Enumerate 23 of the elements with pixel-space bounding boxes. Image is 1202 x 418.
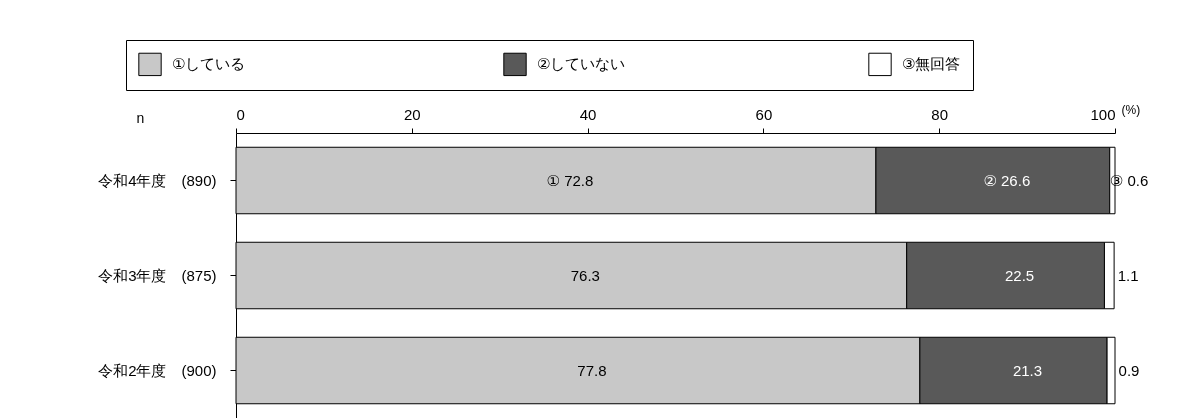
y-tick-label: 令和3年度 (875)	[98, 266, 217, 284]
y-tick-label: 令和4年度 (890)	[98, 171, 217, 189]
x-tick-label: 100	[1090, 105, 1116, 123]
x-tick-label: 60	[755, 105, 773, 123]
data-label: 1.1	[1117, 266, 1139, 284]
x-axis-title: (%)	[1121, 102, 1141, 117]
data-label: ② 26.6	[983, 171, 1031, 189]
data-label: 76.3	[570, 266, 600, 284]
legend-label: ③無回答	[902, 55, 961, 73]
x-tick-label: 40	[579, 105, 597, 123]
data-label: 21.3	[1012, 361, 1043, 379]
data-label: 77.8	[577, 361, 607, 379]
x-tick-label: 20	[403, 105, 421, 123]
legend-label: ①している	[172, 55, 246, 73]
y-tick-label: 令和2年度 (900)	[98, 361, 217, 379]
data-label: 22.5	[1004, 266, 1035, 284]
x-tick-label: 0	[236, 105, 245, 123]
data-label: ③ 0.6	[1109, 171, 1149, 189]
data-label: ① 72.8	[546, 171, 594, 189]
legend-label: ②していない	[537, 55, 626, 73]
x-tick-label: 80	[931, 105, 949, 123]
y-axis-title: n	[136, 109, 145, 126]
data-label: 0.9	[1118, 361, 1140, 379]
